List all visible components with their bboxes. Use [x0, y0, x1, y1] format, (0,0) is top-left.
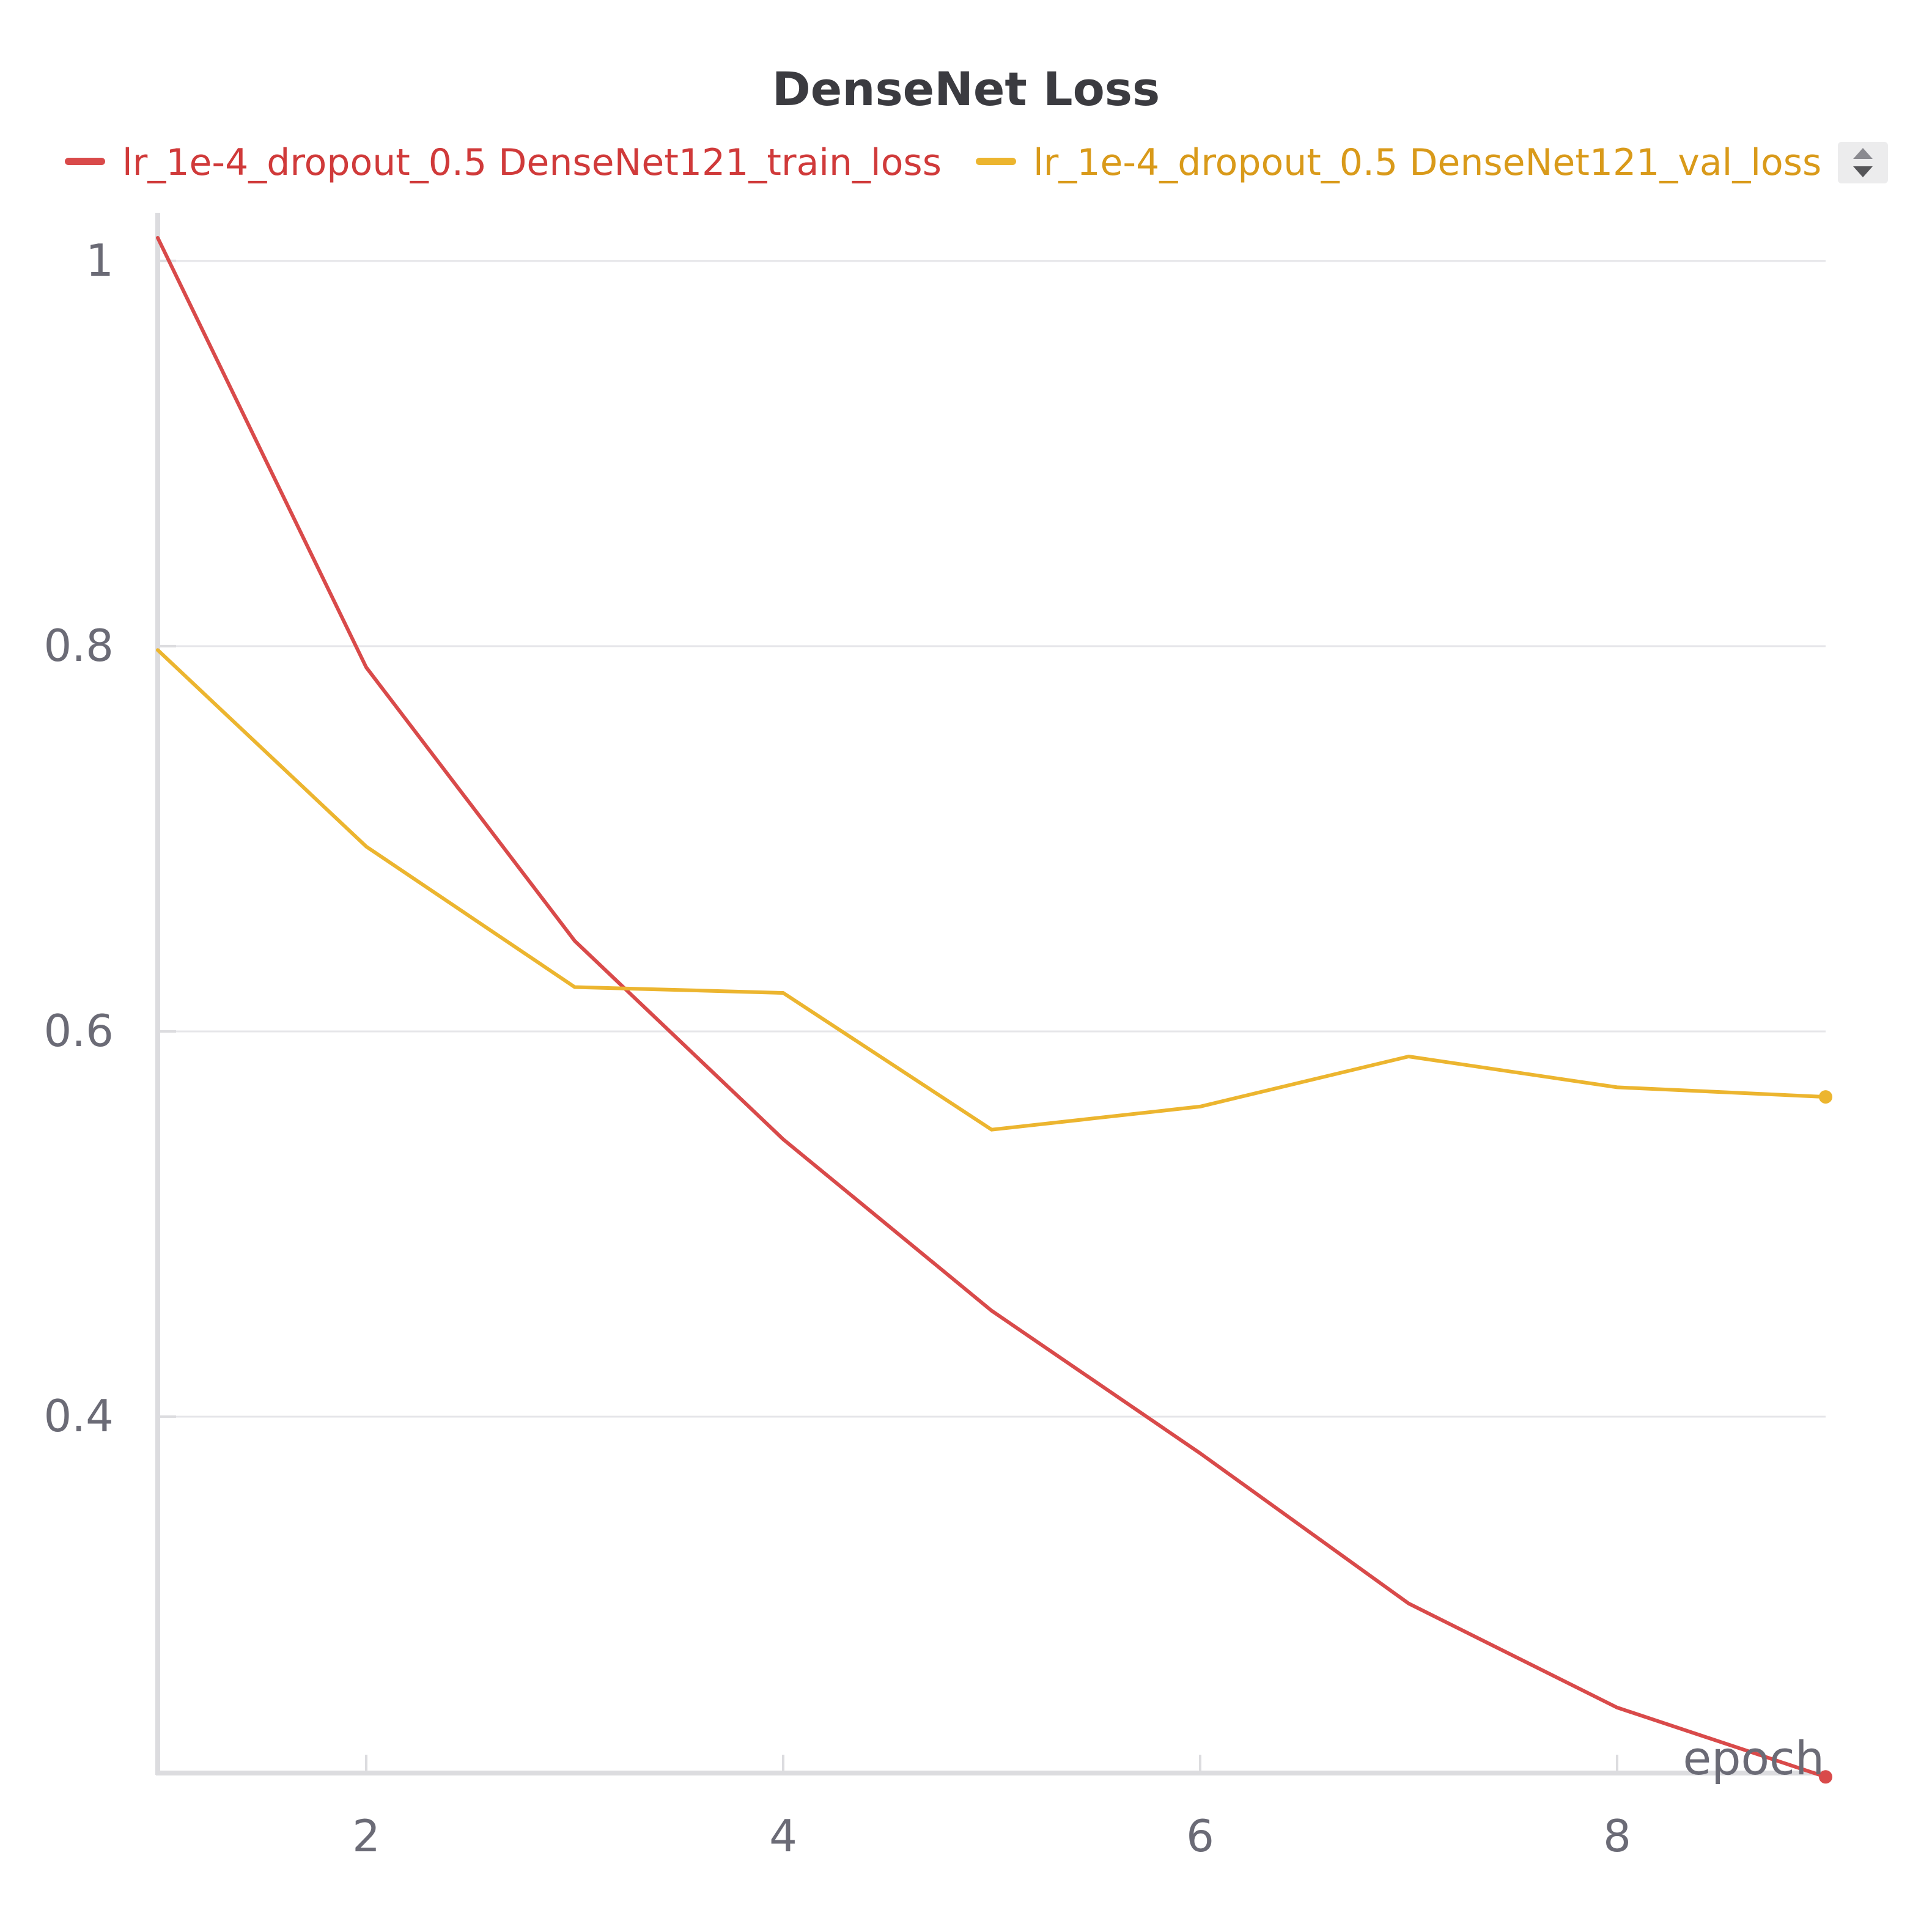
chart-title: DenseNet Loss: [772, 62, 1160, 116]
series-point: [1819, 1090, 1832, 1104]
x-tick-label: 8: [1603, 1810, 1631, 1862]
legend: lr_1e-4_dropout_0.5 DenseNet121_train_lo…: [65, 141, 1888, 184]
y-tick-label: 0.6: [43, 1005, 114, 1056]
x-tick-label: 2: [352, 1810, 380, 1862]
legend-item-train[interactable]: lr_1e-4_dropout_0.5 DenseNet121_train_lo…: [65, 141, 942, 184]
y-tick-label: 1: [86, 235, 114, 286]
y-tick-label: 0.8: [43, 620, 114, 671]
series-line-val-loss: [156, 648, 1827, 1132]
x-tick-label: 4: [769, 1810, 797, 1862]
y-tick-label: 0.4: [43, 1390, 114, 1442]
x-tick-label: 6: [1186, 1810, 1214, 1862]
legend-label-val: lr_1e-4_dropout_0.5 DenseNet121_val_loss: [1033, 141, 1821, 184]
up-down-chevron-icon: [1853, 148, 1873, 177]
legend-item-val[interactable]: lr_1e-4_dropout_0.5 DenseNet121_val_loss: [976, 141, 1821, 184]
x-axis-title: epoch: [1683, 1731, 1824, 1785]
axes: 0.4 0.6 0.8 1 2 4 6 8: [43, 213, 1828, 1862]
legend-scroll-button[interactable]: [1838, 142, 1888, 183]
legend-label-train: lr_1e-4_dropout_0.5 DenseNet121_train_lo…: [122, 141, 942, 184]
series-line-train-loss: [156, 236, 1827, 1779]
gridlines: [158, 260, 1826, 1418]
series-point: [1819, 1770, 1832, 1784]
series: [156, 236, 1832, 1784]
